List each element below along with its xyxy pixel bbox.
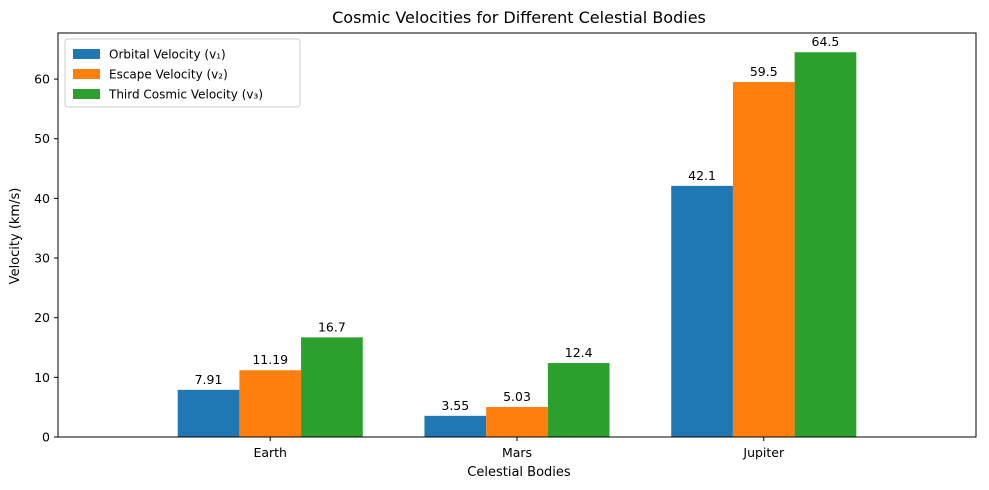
bar bbox=[424, 415, 487, 437]
data-label: 16.7 bbox=[318, 319, 346, 334]
x-axis-label: Celestial Bodies bbox=[467, 465, 571, 480]
y-tick-label: 10 bbox=[34, 370, 50, 385]
x-tick-label: Jupiter bbox=[742, 445, 785, 460]
y-tick-label: 20 bbox=[34, 310, 50, 325]
bars-layer bbox=[177, 52, 857, 437]
plot-frame bbox=[57, 32, 977, 438]
x-tick-label: Mars bbox=[502, 445, 532, 460]
bar bbox=[794, 52, 857, 437]
data-label: 12.4 bbox=[565, 345, 593, 360]
legend-box bbox=[64, 38, 301, 108]
data-label: 59.5 bbox=[750, 64, 778, 79]
y-axis: 0 10 20 30 40 50 60 bbox=[34, 72, 58, 445]
x-tick-label: Earth bbox=[253, 445, 287, 460]
bar bbox=[671, 185, 733, 437]
data-label: 3.55 bbox=[441, 398, 469, 413]
y-tick-label: 50 bbox=[34, 131, 50, 146]
legend-swatch bbox=[73, 49, 100, 59]
bar bbox=[301, 337, 363, 437]
legend-label: Escape Velocity (v₂) bbox=[109, 68, 228, 82]
data-labels-layer: 7.91 3.55 42.1 11.19 5.03 59.5 16.7 12.4 64.5 bbox=[195, 34, 840, 413]
data-label: 7.91 bbox=[195, 372, 223, 387]
data-label: 11.19 bbox=[252, 352, 288, 367]
data-label: 64.5 bbox=[812, 34, 840, 49]
data-label: 5.03 bbox=[503, 389, 531, 404]
bar bbox=[177, 389, 240, 437]
y-axis-label: Velocity (km/s) bbox=[8, 188, 23, 285]
y-tick-label: 40 bbox=[34, 191, 50, 206]
legend-label: Orbital Velocity (v₁) bbox=[109, 48, 226, 62]
bar bbox=[239, 370, 302, 437]
y-tick-label: 0 bbox=[42, 430, 50, 445]
data-label: 42.1 bbox=[688, 168, 716, 183]
bar bbox=[732, 82, 795, 437]
bar bbox=[486, 406, 548, 437]
x-axis: Earth Mars Jupiter bbox=[253, 437, 785, 460]
y-tick-label: 30 bbox=[34, 251, 50, 266]
legend-label: Third Cosmic Velocity (v₃) bbox=[108, 88, 263, 102]
y-tick-label: 60 bbox=[34, 72, 50, 87]
bar bbox=[547, 363, 610, 437]
legend: Orbital Velocity (v₁) Escape Velocity (v₂… bbox=[64, 38, 301, 108]
chart-title: Cosmic Velocities for Different Celestia… bbox=[332, 8, 706, 27]
legend-swatch bbox=[73, 69, 100, 79]
legend-swatch bbox=[73, 89, 100, 99]
